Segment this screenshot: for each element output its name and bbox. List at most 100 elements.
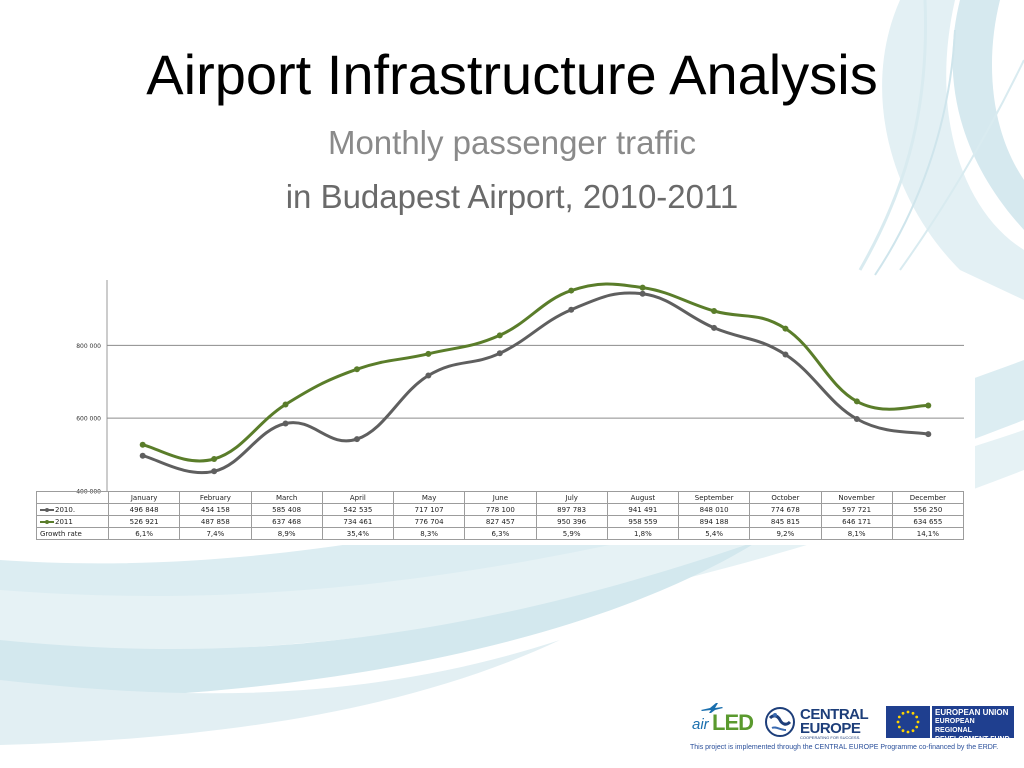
legend-label: 2011 [55, 517, 73, 526]
airled-air-text: air [692, 716, 709, 733]
eu-star-icon [896, 720, 900, 724]
x-tick-label: July [535, 491, 608, 504]
x-tick-label: June [464, 491, 537, 504]
y-tick-label: 600 000 [76, 416, 101, 423]
legend-swatch [40, 519, 54, 525]
eu-star-icon [915, 715, 919, 719]
x-tick-label: November [820, 491, 893, 504]
x-tick-label: January [107, 491, 181, 504]
growth-rate-value: 1,8% [606, 527, 680, 540]
data-label: 950 396 [535, 515, 608, 528]
chart-subtitle-line1: Monthly passenger traffic [327, 124, 697, 161]
data-label: 454 158 [179, 503, 252, 516]
airled-logo: air LED [692, 703, 754, 740]
data-label: 597 721 [820, 503, 893, 516]
x-tick-label: September [677, 491, 751, 504]
globe-icon [765, 707, 795, 737]
eu-star-icon [915, 725, 919, 729]
eu-star-icon [911, 729, 915, 733]
growth-rate-value: 6,1% [107, 527, 181, 540]
data-label: 845 815 [749, 515, 822, 528]
x-tick-label: May [392, 491, 466, 504]
data-label: 776 704 [392, 515, 466, 528]
data-label: 848 010 [677, 503, 751, 516]
data-point-2011-march [282, 401, 289, 408]
data-point-2010-april [353, 436, 360, 443]
data-point-2011-august [639, 284, 646, 291]
eu-star-icon [911, 711, 915, 715]
growth-rate-value: 5,9% [535, 527, 608, 540]
data-point-2011-november [853, 398, 860, 405]
data-point-2010-september [711, 324, 718, 331]
eu-star-icon [901, 711, 905, 715]
central-europe-logo: CENTRAL EUROPE COOPERATING FOR SUCCESS. [764, 704, 876, 740]
data-label: 774 678 [749, 503, 822, 516]
table-row: 2011 526 921 487 858 637 468 734 461 776 704 8… [36, 515, 965, 528]
eu-star-icon [897, 715, 901, 719]
eu-line2: EUROPEAN REGIONAL [935, 718, 975, 734]
data-label: 634 655 [891, 515, 965, 528]
data-label: 734 461 [321, 515, 395, 528]
x-tick-label: April [321, 491, 395, 504]
series-line-2011 [142, 282, 929, 463]
airled-led-text: LED [712, 710, 754, 735]
data-label: 585 408 [250, 503, 323, 516]
data-label: 941 491 [606, 503, 680, 516]
data-point-2011-october [782, 325, 789, 332]
growth-rate-label: Growth rate [36, 527, 109, 540]
data-point-2010-may [425, 372, 432, 379]
eu-star-icon [906, 710, 910, 714]
legend-label: 2010. [55, 505, 76, 514]
data-label: 827 457 [464, 515, 537, 528]
legend-swatch [40, 507, 54, 513]
data-point-2010-december [925, 431, 932, 438]
x-tick-label: December [891, 491, 965, 504]
data-point-2010-march [282, 420, 289, 427]
table-row: 2010. 496 848 454 158 585 408 542 535 717 107… [36, 503, 965, 516]
data-label: 542 535 [321, 503, 395, 516]
data-label: 897 783 [535, 503, 608, 516]
growth-rate-value: 9,2% [749, 527, 822, 540]
growth-rate-value: 8,1% [820, 527, 893, 540]
data-label: 958 559 [606, 515, 680, 528]
eu-logo: EUROPEAN UNION EUROPEAN REGIONAL DEVELOP… [886, 706, 1014, 743]
eu-star-icon [906, 730, 910, 734]
table-header-row: January February March April May June July Augu… [36, 491, 965, 504]
ce-tagline: COOPERATING FOR SUCCESS. [800, 735, 861, 740]
table-row: Growth rate 6,1% 7,4% 8,9% 35,4% 8,3% 6,3% 5,9%… [36, 527, 965, 540]
data-point-2010-january [139, 452, 146, 459]
data-point-2010-june [496, 350, 503, 357]
data-label: 496 848 [107, 503, 181, 516]
growth-rate-value: 8,3% [392, 527, 466, 540]
growth-rate-value: 6,3% [464, 527, 537, 540]
data-point-2010-february [211, 468, 218, 475]
growth-rate-value: 8,9% [250, 527, 323, 540]
data-point-2010-november [853, 415, 860, 422]
eu-star-icon [897, 725, 901, 729]
data-table: January February March April May June July Augu… [36, 491, 965, 540]
data-point-2010-august [639, 290, 646, 297]
data-label: 717 107 [392, 503, 466, 516]
data-point-2010-july [568, 306, 575, 313]
growth-rate-value: 14,1% [891, 527, 965, 540]
airplane-icon [701, 703, 723, 713]
series-line-2010 [142, 291, 929, 475]
x-tick-label: October [749, 491, 822, 504]
ce-line1: CENTRAL [800, 706, 869, 723]
data-point-2011-june [496, 332, 503, 339]
x-tick-label: March [250, 491, 323, 504]
chart-subtitle-line2: in Budapest Airport, 2010-2011 [285, 178, 739, 215]
data-label: 637 468 [250, 515, 323, 528]
eu-flag-icon [886, 706, 930, 738]
x-tick-label: August [606, 491, 680, 504]
data-label: 556 250 [891, 503, 965, 516]
data-point-2011-april [353, 366, 360, 373]
growth-rate-value: 35,4% [321, 527, 395, 540]
data-point-2011-february [211, 456, 218, 463]
eu-star-icon [901, 729, 905, 733]
data-point-2011-december [925, 402, 932, 409]
data-point-2010-october [782, 351, 789, 358]
table-corner-cell [36, 491, 109, 504]
